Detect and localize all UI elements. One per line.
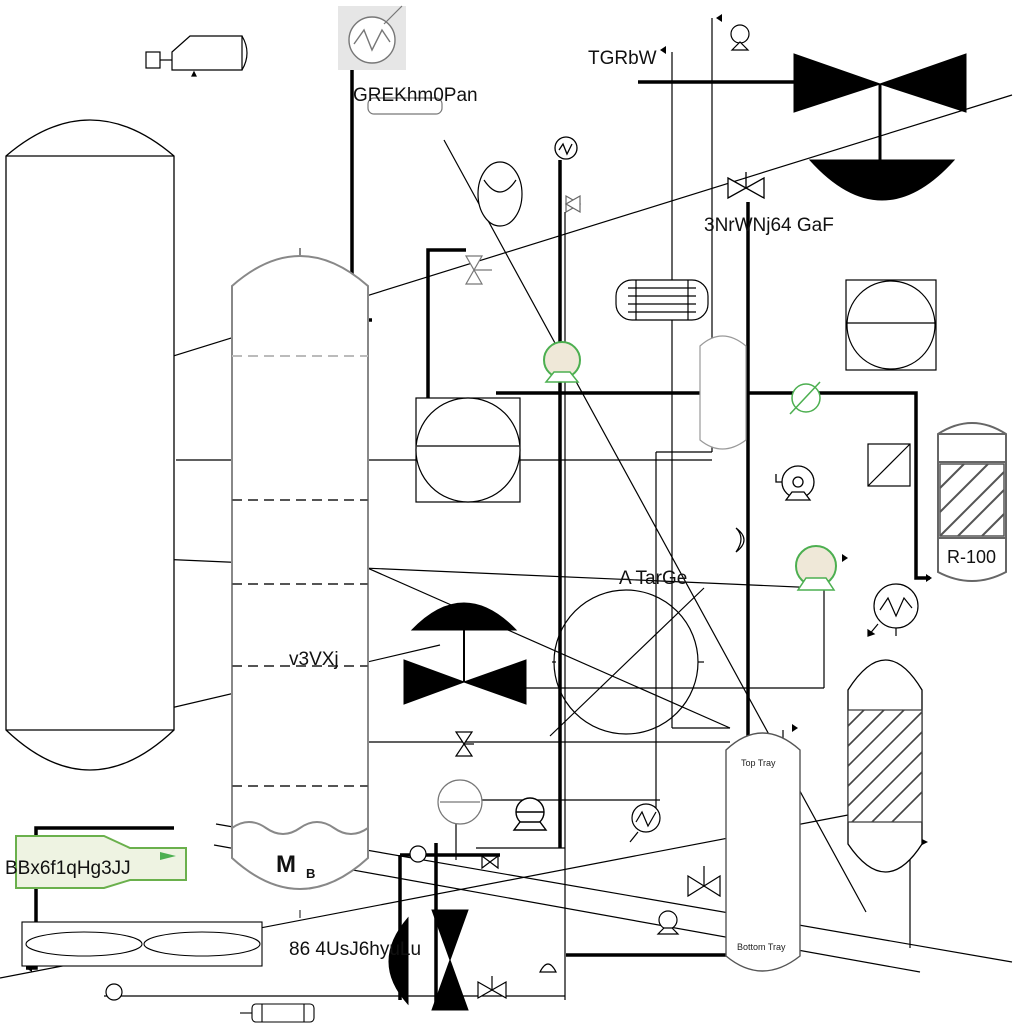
- centrifugal-pump-icon: [775, 465, 815, 501]
- small-exchanger-icon: [554, 136, 578, 160]
- column-tag-subscript: B: [306, 866, 315, 881]
- cylinder-bottom-icon: [240, 1003, 315, 1023]
- text-labels: GREKhm0Pan TGRbW 3NrWNj64 GaF A TarGe v3…: [5, 48, 834, 960]
- grey-pump-icon: [437, 779, 483, 825]
- oval-tank-icon: [477, 161, 523, 227]
- label-left-tag: v3VXj: [289, 649, 339, 670]
- valve-small-icon: [564, 194, 582, 214]
- label-mid-tag: A TarGe: [619, 568, 687, 589]
- spherical-vessel: [552, 589, 704, 735]
- pump-bottom-center-icon: [512, 797, 548, 831]
- square-instrument-icon: [867, 443, 911, 487]
- valve-bottom-icon: [477, 976, 507, 1000]
- valve-bottom-right-icon: [687, 866, 721, 898]
- heat-exchanger-top-icon: [338, 5, 443, 115]
- check-valve-icon: [481, 854, 499, 870]
- label-top-right-header: TGRbW: [588, 48, 657, 69]
- circle-small-icon: [105, 845, 427, 1001]
- control-valve-top-right-icon: [793, 53, 967, 201]
- tray-column: Top Tray Bottom Tray: [725, 732, 801, 972]
- label-valve-tag: 3NrWNj64 GaF: [704, 215, 834, 236]
- pump-green-2-icon: [795, 545, 837, 591]
- distillation-column: M B: [231, 248, 369, 918]
- mixer-vessel-center: [415, 397, 521, 503]
- top-tray-label: Top Tray: [741, 758, 776, 768]
- exchanger-bottom-icon: [629, 803, 661, 843]
- small-vessel-grey: [699, 335, 747, 450]
- strainer-icon: [539, 963, 557, 973]
- label-bottom-tag: 86 4UsJ6hyuLu: [289, 939, 421, 960]
- reactor-tag: R-100: [947, 547, 996, 567]
- heat-exchanger-right-icon: [867, 583, 919, 637]
- blower-icon: [145, 35, 248, 77]
- pump-small-bottom-icon: [656, 910, 680, 935]
- shell-tube-exchanger-icon: [615, 279, 709, 321]
- reactor-r100: R-100: [937, 422, 1007, 582]
- label-exchanger-tag: BBx6f1qHg3JJ: [5, 858, 131, 879]
- pump-top-right-icon: [730, 24, 750, 51]
- column-tag: M: [276, 851, 296, 878]
- bottom-tray-label: Bottom Tray: [737, 942, 786, 952]
- packed-column-right: [847, 659, 923, 873]
- control-valve-bottom-icon: [388, 909, 469, 1011]
- mixer-vessel-right: [845, 279, 937, 371]
- gate-valve-icon: [727, 172, 765, 200]
- exchanger-green-icon: [15, 835, 187, 889]
- nozzle-icon: [735, 527, 745, 553]
- pump-green-1-icon: [543, 341, 581, 383]
- horizontal-tank-bottom: [21, 921, 263, 967]
- valve-green-icon: [789, 381, 821, 415]
- label-top-header: GREKhm0Pan: [353, 85, 478, 106]
- vertical-vessel-left: [5, 119, 175, 771]
- vertical-valve-bottom-icon: [454, 731, 474, 757]
- vertical-valve-icon: [464, 255, 492, 285]
- control-valve-center-icon: [403, 602, 527, 705]
